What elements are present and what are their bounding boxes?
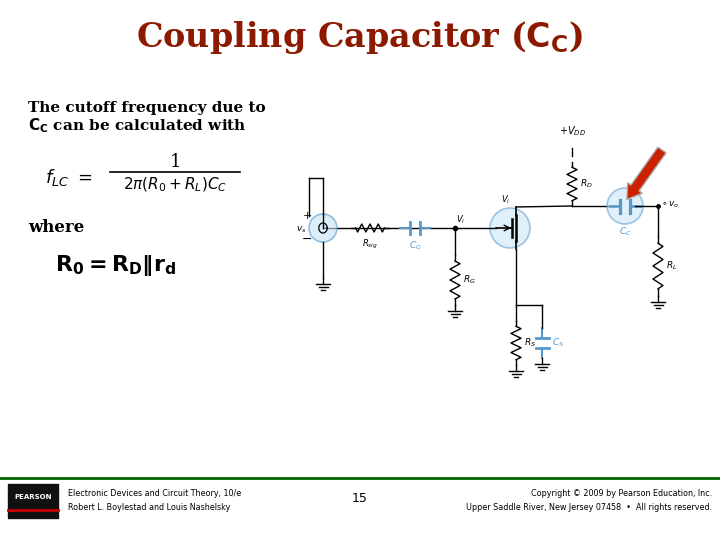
Text: $R_G$: $R_G$ — [463, 274, 476, 286]
Text: $C_G$: $C_G$ — [408, 240, 421, 253]
Text: $\circ\, v_o$: $\circ\, v_o$ — [661, 200, 679, 210]
Text: Robert L. Boylestad and Louis Nashelsky: Robert L. Boylestad and Louis Nashelsky — [68, 503, 230, 511]
Text: $\mathbf{C_C}$ can be calculated with: $\mathbf{C_C}$ can be calculated with — [28, 117, 247, 136]
Circle shape — [309, 214, 337, 242]
Text: 15: 15 — [352, 492, 368, 505]
Text: $C_C$: $C_C$ — [618, 226, 631, 239]
Text: Copyright © 2009 by Pearson Education, Inc.: Copyright © 2009 by Pearson Education, I… — [531, 489, 712, 498]
Text: Upper Saddle River, New Jersey 07458  •  All rights reserved.: Upper Saddle River, New Jersey 07458 • A… — [466, 503, 712, 511]
Text: PEARSON: PEARSON — [14, 494, 52, 500]
Text: Electronic Devices and Circuit Theory, 10/e: Electronic Devices and Circuit Theory, 1… — [68, 489, 241, 498]
Text: $R_L$: $R_L$ — [666, 260, 678, 272]
Text: $\mathbf{R_0 = R_D \| r_d}$: $\mathbf{R_0 = R_D \| r_d}$ — [55, 253, 176, 278]
Text: $+V_{DD}$: $+V_{DD}$ — [559, 124, 585, 138]
Circle shape — [490, 208, 530, 248]
Text: $R_{sig}$: $R_{sig}$ — [362, 238, 378, 251]
Text: $C_S$: $C_S$ — [552, 337, 564, 349]
Text: where: where — [28, 219, 84, 237]
Text: $V_i$: $V_i$ — [501, 194, 510, 206]
Text: $V_i$: $V_i$ — [456, 214, 465, 226]
Text: $2\pi(R_0+R_L)C_C$: $2\pi(R_0+R_L)C_C$ — [123, 176, 228, 194]
FancyArrow shape — [627, 147, 666, 199]
Text: $v_s$: $v_s$ — [297, 225, 307, 235]
Text: $f_{LC}\ =$: $f_{LC}\ =$ — [45, 167, 92, 188]
Text: $R_D$: $R_D$ — [580, 178, 593, 190]
Circle shape — [607, 188, 643, 224]
Bar — [8, 484, 58, 518]
Text: $-$: $-$ — [302, 232, 312, 245]
Text: $R_S$: $R_S$ — [524, 337, 536, 349]
Text: +: + — [302, 211, 312, 221]
Text: The cutoff frequency due to: The cutoff frequency due to — [28, 101, 266, 115]
Text: 1: 1 — [169, 153, 181, 171]
Text: Coupling Capacitor ($\mathbf{C_C}$): Coupling Capacitor ($\mathbf{C_C}$) — [136, 19, 584, 57]
